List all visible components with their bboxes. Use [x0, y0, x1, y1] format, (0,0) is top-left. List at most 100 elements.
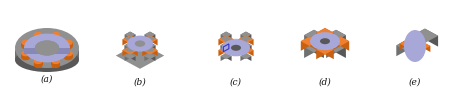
Polygon shape [240, 47, 251, 53]
Text: (a): (a) [41, 75, 53, 84]
Polygon shape [130, 53, 136, 61]
Polygon shape [145, 47, 155, 53]
Polygon shape [220, 53, 232, 59]
Polygon shape [326, 30, 346, 41]
Polygon shape [240, 32, 246, 39]
Polygon shape [417, 46, 424, 56]
Polygon shape [406, 40, 413, 50]
Polygon shape [15, 50, 79, 60]
Polygon shape [325, 28, 334, 42]
Polygon shape [150, 32, 155, 39]
Polygon shape [125, 53, 130, 61]
Polygon shape [21, 54, 30, 58]
Polygon shape [130, 32, 136, 39]
Polygon shape [400, 40, 406, 50]
Polygon shape [51, 61, 60, 65]
Polygon shape [316, 45, 334, 54]
Ellipse shape [21, 55, 30, 60]
Polygon shape [301, 36, 319, 46]
Polygon shape [226, 46, 234, 56]
Polygon shape [325, 45, 334, 59]
Polygon shape [246, 42, 251, 50]
Polygon shape [396, 41, 405, 56]
Ellipse shape [64, 55, 73, 60]
Ellipse shape [24, 34, 70, 62]
Polygon shape [405, 41, 414, 56]
Text: (e): (e) [409, 78, 421, 87]
Polygon shape [417, 42, 424, 52]
Polygon shape [314, 42, 324, 58]
Polygon shape [150, 42, 155, 50]
Polygon shape [326, 42, 336, 58]
Ellipse shape [15, 28, 79, 68]
Ellipse shape [320, 38, 330, 44]
Ellipse shape [34, 59, 43, 64]
Polygon shape [240, 53, 251, 59]
Polygon shape [246, 35, 254, 45]
Ellipse shape [231, 45, 241, 51]
Polygon shape [220, 47, 232, 53]
Polygon shape [125, 42, 136, 48]
Polygon shape [125, 47, 136, 53]
Polygon shape [125, 36, 136, 42]
Polygon shape [246, 53, 251, 61]
Polygon shape [406, 36, 413, 46]
Polygon shape [400, 40, 413, 47]
Polygon shape [301, 36, 310, 51]
Polygon shape [220, 42, 226, 50]
Polygon shape [336, 42, 346, 58]
Polygon shape [24, 48, 70, 54]
Polygon shape [226, 35, 234, 45]
Polygon shape [150, 35, 157, 45]
Polygon shape [125, 42, 130, 50]
Text: (c): (c) [230, 78, 242, 87]
Polygon shape [240, 42, 251, 48]
Ellipse shape [51, 32, 60, 38]
Polygon shape [34, 35, 43, 39]
Polygon shape [150, 46, 157, 56]
Polygon shape [145, 53, 150, 61]
Polygon shape [145, 42, 150, 50]
Polygon shape [219, 35, 226, 45]
Polygon shape [304, 42, 324, 53]
Ellipse shape [64, 44, 73, 49]
Polygon shape [226, 42, 232, 50]
Polygon shape [310, 36, 319, 51]
Polygon shape [145, 32, 155, 38]
Polygon shape [304, 30, 324, 41]
Polygon shape [238, 46, 246, 56]
Polygon shape [220, 42, 232, 48]
Polygon shape [130, 42, 136, 50]
Polygon shape [145, 42, 155, 48]
Polygon shape [240, 32, 251, 38]
Text: (b): (b) [134, 78, 146, 87]
Polygon shape [304, 30, 314, 46]
Polygon shape [238, 35, 246, 45]
Polygon shape [238, 35, 254, 44]
Polygon shape [142, 35, 150, 45]
Polygon shape [240, 53, 246, 61]
Polygon shape [410, 46, 424, 53]
Polygon shape [34, 61, 43, 65]
Ellipse shape [34, 36, 43, 41]
Polygon shape [125, 53, 136, 59]
Polygon shape [332, 36, 340, 51]
Polygon shape [316, 28, 334, 38]
Polygon shape [219, 46, 226, 56]
Polygon shape [142, 46, 150, 56]
Polygon shape [410, 46, 417, 56]
Polygon shape [413, 36, 419, 46]
Polygon shape [64, 54, 73, 58]
Polygon shape [220, 36, 232, 42]
Polygon shape [417, 42, 430, 50]
Ellipse shape [310, 32, 340, 50]
Ellipse shape [35, 40, 59, 56]
Ellipse shape [64, 51, 73, 56]
Ellipse shape [34, 32, 43, 38]
Polygon shape [406, 36, 419, 44]
Polygon shape [122, 46, 130, 56]
Polygon shape [220, 42, 226, 50]
Polygon shape [424, 42, 430, 52]
Polygon shape [332, 36, 349, 46]
Polygon shape [240, 36, 251, 42]
